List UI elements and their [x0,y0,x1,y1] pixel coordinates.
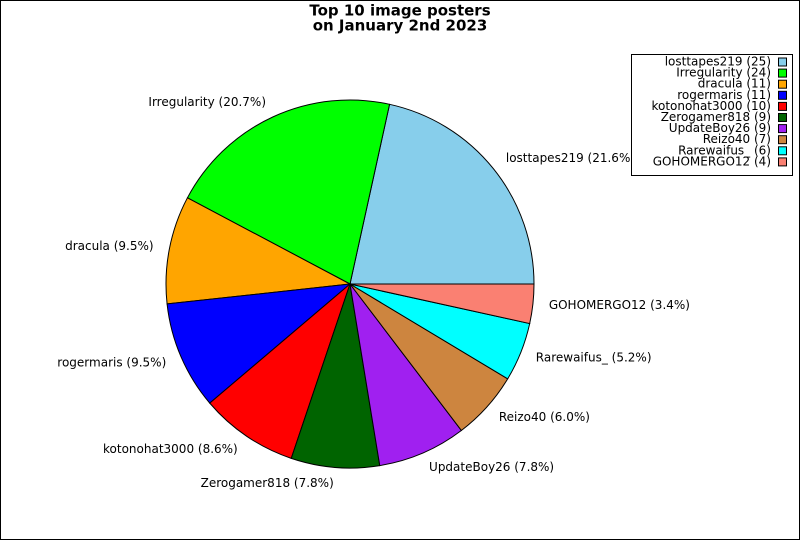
slice-label: kotonohat3000 (8.6%) [103,442,238,456]
legend-swatch [778,68,787,78]
legend-swatch [778,157,787,167]
slice-label: Rarewaifus_ (5.2%) [536,351,652,365]
legend-label: dracula (11) [698,77,771,91]
chart-title: on January 2nd 2023 [313,17,488,35]
legend-swatch [778,57,787,67]
slice-label: GOHOMERGO12 (3.4%) [549,298,690,312]
pie-slice [209,282,352,460]
legend-swatch [778,101,787,111]
legend-label: Irregularity (24) [676,66,771,80]
legend-label: GOHOMERGO12 (4) [653,154,771,168]
pie-slice [349,283,535,325]
pie-slice [349,103,535,285]
legend-swatch [778,146,787,156]
legend-swatch [778,124,787,134]
legend-label: Reizo40 (7) [703,132,771,146]
slice-label: Irregularity (20.7%) [148,95,266,109]
legend-swatch [778,79,787,89]
legend-label: Rarewaifus_ (6) [678,143,771,157]
slice-label: UpdateBoy26 (7.8%) [429,460,554,474]
slice-label: Reizo40 (6.0%) [499,410,590,424]
slice-label: rogermaris (9.5%) [57,356,166,370]
legend-label: losttapes219 (25) [665,55,771,69]
legend-box [631,54,793,176]
pie-slice [165,197,352,305]
legend-label: Zerogamer818 (9) [661,110,771,124]
legend-label: UpdateBoy26 (9) [669,121,771,135]
legend-swatch [778,113,787,122]
legend-label: kotonohat3000 (10) [651,99,771,113]
pie-slice [186,99,391,285]
pie-slice [166,283,352,404]
slice-label: Zerogamer818 (7.8%) [201,476,334,490]
legend-swatch [778,90,787,100]
legend-swatch [778,135,787,145]
slice-label: dracula (9.5%) [65,239,153,253]
chart-title: Top 10 image posters [309,2,490,20]
slice-label: losttapes219 (21.6%) [506,151,635,165]
legend-label: rogermaris (11) [677,88,771,102]
